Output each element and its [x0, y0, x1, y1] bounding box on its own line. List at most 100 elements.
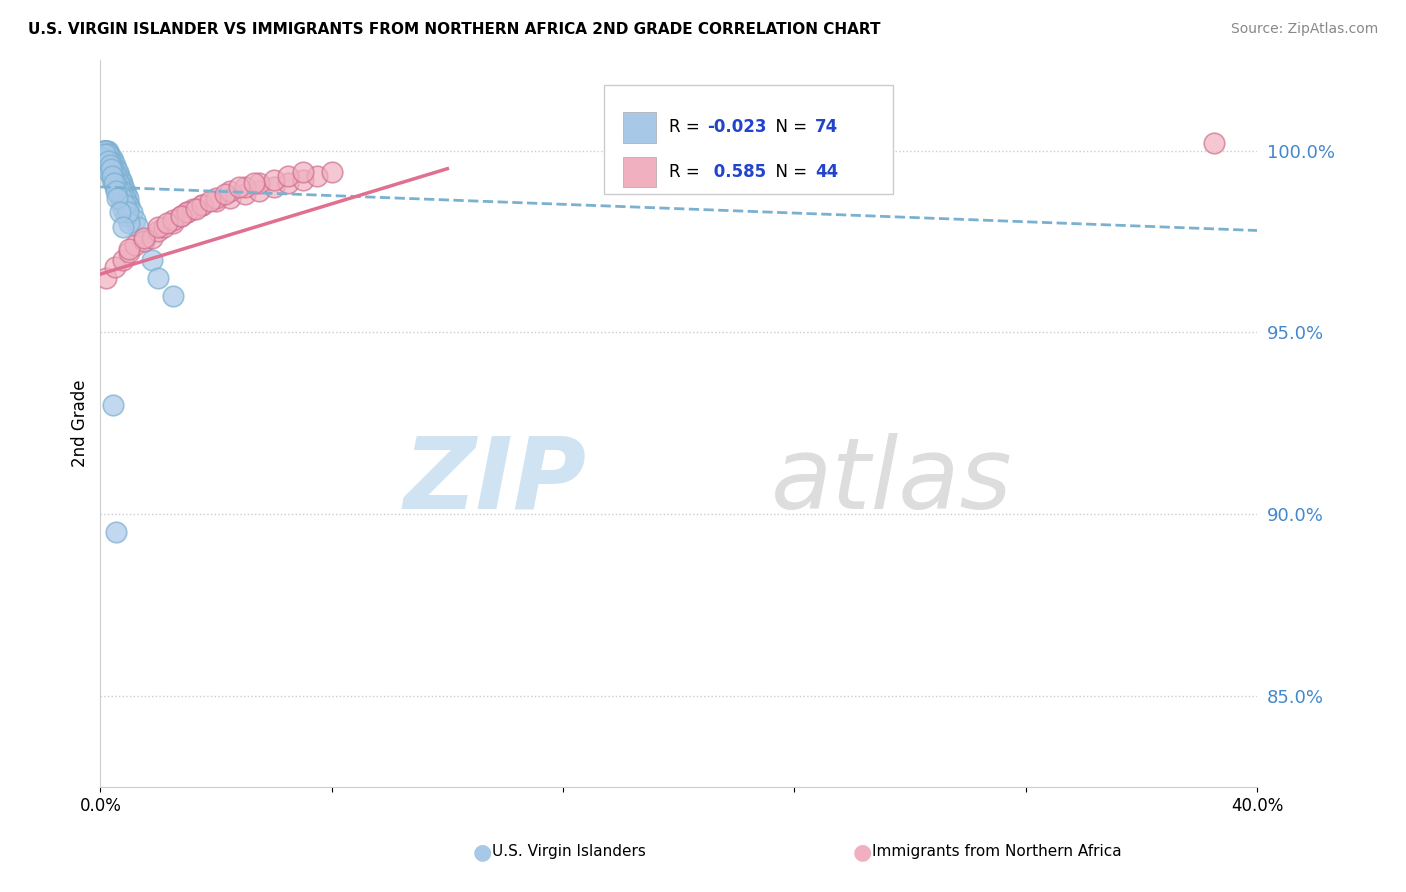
Point — [170, 209, 193, 223]
Point — [118, 242, 141, 256]
Point — [103, 161, 125, 176]
Point — [91, 151, 114, 165]
Text: U.S. Virgin Islanders: U.S. Virgin Islanders — [492, 845, 645, 859]
Point — [98, 154, 121, 169]
Point — [110, 184, 132, 198]
Point — [181, 202, 204, 216]
Point — [100, 151, 122, 165]
Point — [162, 216, 184, 230]
Point — [105, 176, 128, 190]
Point — [170, 209, 193, 223]
Point — [263, 179, 285, 194]
Text: ●: ● — [472, 842, 492, 862]
Point — [111, 191, 134, 205]
Point — [117, 198, 139, 212]
Text: N =: N = — [765, 163, 813, 181]
Point — [111, 184, 134, 198]
Point — [103, 154, 125, 169]
Point — [263, 172, 285, 186]
Point — [115, 187, 138, 202]
Point — [132, 231, 155, 245]
Point — [118, 198, 141, 212]
Point — [141, 252, 163, 267]
FancyBboxPatch shape — [623, 112, 655, 143]
Point — [228, 179, 250, 194]
Point — [103, 398, 125, 412]
Point — [100, 154, 122, 169]
Text: U.S. VIRGIN ISLANDER VS IMMIGRANTS FROM NORTHERN AFRICA 2ND GRADE CORRELATION CH: U.S. VIRGIN ISLANDER VS IMMIGRANTS FROM … — [28, 22, 880, 37]
Point — [112, 252, 135, 267]
Point — [148, 223, 170, 237]
Point — [100, 158, 122, 172]
Point — [97, 154, 120, 169]
Point — [94, 158, 117, 172]
Point — [93, 144, 115, 158]
Point — [114, 198, 136, 212]
Point — [115, 209, 138, 223]
FancyBboxPatch shape — [623, 157, 655, 187]
Point — [112, 179, 135, 194]
Point — [148, 270, 170, 285]
Point — [219, 191, 242, 205]
Point — [101, 151, 124, 165]
Point — [104, 184, 127, 198]
Point — [104, 179, 127, 194]
Point — [103, 169, 125, 183]
Point — [96, 147, 118, 161]
Point — [111, 176, 134, 190]
Point — [112, 191, 135, 205]
Point — [107, 165, 129, 179]
Point — [104, 169, 127, 183]
Point — [94, 270, 117, 285]
Point — [114, 191, 136, 205]
Point — [93, 144, 115, 158]
Point — [97, 144, 120, 158]
Point — [93, 144, 115, 158]
Point — [121, 205, 143, 219]
Point — [117, 191, 139, 205]
Point — [291, 172, 314, 186]
Point — [112, 202, 135, 216]
Point — [132, 235, 155, 249]
Point — [98, 165, 121, 179]
Text: Immigrants from Northern Africa: Immigrants from Northern Africa — [872, 845, 1122, 859]
Point — [108, 176, 131, 190]
Point — [233, 187, 256, 202]
Point — [118, 216, 141, 230]
Point — [114, 184, 136, 198]
Y-axis label: 2nd Grade: 2nd Grade — [72, 379, 89, 467]
Point — [107, 176, 129, 190]
Point — [127, 219, 149, 234]
Point — [176, 205, 198, 219]
Point — [117, 205, 139, 219]
Point — [190, 198, 212, 212]
Point — [110, 194, 132, 209]
Point — [214, 187, 236, 202]
Point — [162, 289, 184, 303]
Point — [153, 219, 176, 234]
Point — [141, 231, 163, 245]
Point — [104, 260, 127, 274]
Point — [190, 198, 212, 212]
Point — [124, 238, 146, 252]
Point — [108, 169, 131, 183]
Point — [242, 176, 264, 190]
Point — [205, 191, 228, 205]
Point — [200, 194, 222, 209]
Point — [124, 212, 146, 227]
Point — [94, 144, 117, 158]
Point — [101, 169, 124, 183]
Point — [98, 147, 121, 161]
Point — [1202, 136, 1225, 151]
Point — [97, 147, 120, 161]
Point — [105, 191, 128, 205]
Point — [105, 161, 128, 176]
Point — [105, 525, 128, 540]
Point — [156, 216, 179, 230]
Point — [110, 172, 132, 186]
Point — [176, 205, 198, 219]
Point — [103, 176, 125, 190]
Point — [97, 151, 120, 165]
Text: 44: 44 — [815, 163, 838, 181]
Point — [277, 169, 299, 183]
